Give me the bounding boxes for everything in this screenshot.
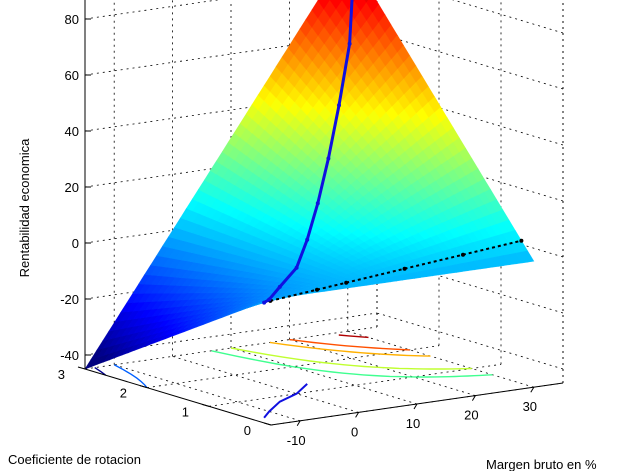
- z-tick-label: 60: [65, 68, 79, 83]
- grid-line: [146, 345, 440, 389]
- axes: -10 0 10 20 30 0 1 2 3 -40 -20 0 20 40 60 80: [58, 0, 564, 448]
- contour-line: [289, 338, 410, 351]
- grid-line: [84, 0, 220, 20]
- x-tick: [296, 420, 301, 427]
- surface-mesh: [84, 0, 535, 370]
- curves: [262, 0, 524, 419]
- blue-curve: [263, 0, 354, 304]
- surface-patch: [364, 0, 369, 4]
- z-tick-label: 40: [65, 124, 79, 139]
- contour-line: [211, 350, 493, 378]
- black-curve-point: [519, 238, 524, 243]
- blue-curve-point: [347, 41, 352, 46]
- grid-line: [208, 363, 502, 407]
- grid-line: [114, 364, 301, 422]
- grid-line: [84, 32, 378, 76]
- grid-line: [84, 326, 378, 370]
- contour-line: [113, 364, 148, 389]
- blue-curve-point: [267, 297, 272, 302]
- y-tick: [263, 422, 272, 426]
- y-tick-label: 0: [244, 423, 251, 438]
- y-axis-label: Coeficiente de rotacion: [8, 452, 141, 467]
- x-tick: [413, 403, 418, 410]
- blue-curve-point: [326, 156, 331, 161]
- grid-line: [347, 330, 534, 388]
- z-tick-label: 20: [65, 180, 79, 195]
- contour-line: [94, 367, 107, 376]
- blue-curve-point: [305, 237, 310, 242]
- z-axis-label: Rentabilidad economica: [17, 138, 32, 278]
- y-tick-label: 3: [58, 367, 65, 382]
- z-tick-label: 80: [65, 12, 79, 27]
- z-tick-label: -40: [60, 348, 79, 363]
- grid-line: [452, 0, 564, 34]
- grid-line: [84, 88, 378, 132]
- x-axis-label: Margen bruto en %: [486, 457, 597, 471]
- grid-line: [376, 256, 564, 314]
- blue-curve-point: [337, 103, 341, 108]
- contour-line: [230, 347, 472, 370]
- x-tick-label: 10: [406, 416, 420, 431]
- y-tick-label: 2: [120, 386, 127, 401]
- z-tick-label: -20: [60, 292, 79, 307]
- y-tick: [139, 385, 148, 389]
- black-curve-point: [315, 287, 319, 292]
- contour-line: [338, 334, 369, 339]
- y-tick-label: 1: [182, 404, 189, 419]
- blue-curve-point: [262, 300, 267, 305]
- x-tick-label: -10: [287, 433, 306, 448]
- grid-line: [376, 32, 564, 90]
- black-curve-point: [461, 252, 465, 257]
- z-tick-label: 0: [72, 236, 79, 251]
- x-tick: [530, 386, 535, 393]
- grid-line: [172, 356, 359, 413]
- black-curve-point: [344, 280, 349, 285]
- x-tick-label: 20: [464, 408, 478, 423]
- blue-curve-point: [294, 265, 299, 270]
- y-tick: [77, 366, 86, 370]
- contour-line: [269, 341, 431, 357]
- x-tick-label: 30: [523, 399, 537, 414]
- black-curve-point: [402, 266, 407, 271]
- surface-patch: [521, 250, 535, 263]
- grid-line: [84, 144, 378, 188]
- grid-line: [376, 88, 564, 146]
- x-tick: [471, 395, 476, 401]
- blue-curve-point: [315, 201, 320, 206]
- y-tick: [201, 403, 210, 407]
- x-tick: [355, 412, 360, 418]
- floor-contours: [94, 334, 493, 389]
- blue-curve-floor-projection: [263, 383, 308, 419]
- grid-line: [376, 312, 564, 370]
- blue-curve-point: [277, 284, 282, 289]
- x-tick-label: 0: [351, 424, 358, 439]
- grid-line: [230, 347, 418, 405]
- grid-line: [84, 200, 378, 244]
- y-axis-line: [84, 368, 272, 426]
- black-curve: [270, 239, 522, 302]
